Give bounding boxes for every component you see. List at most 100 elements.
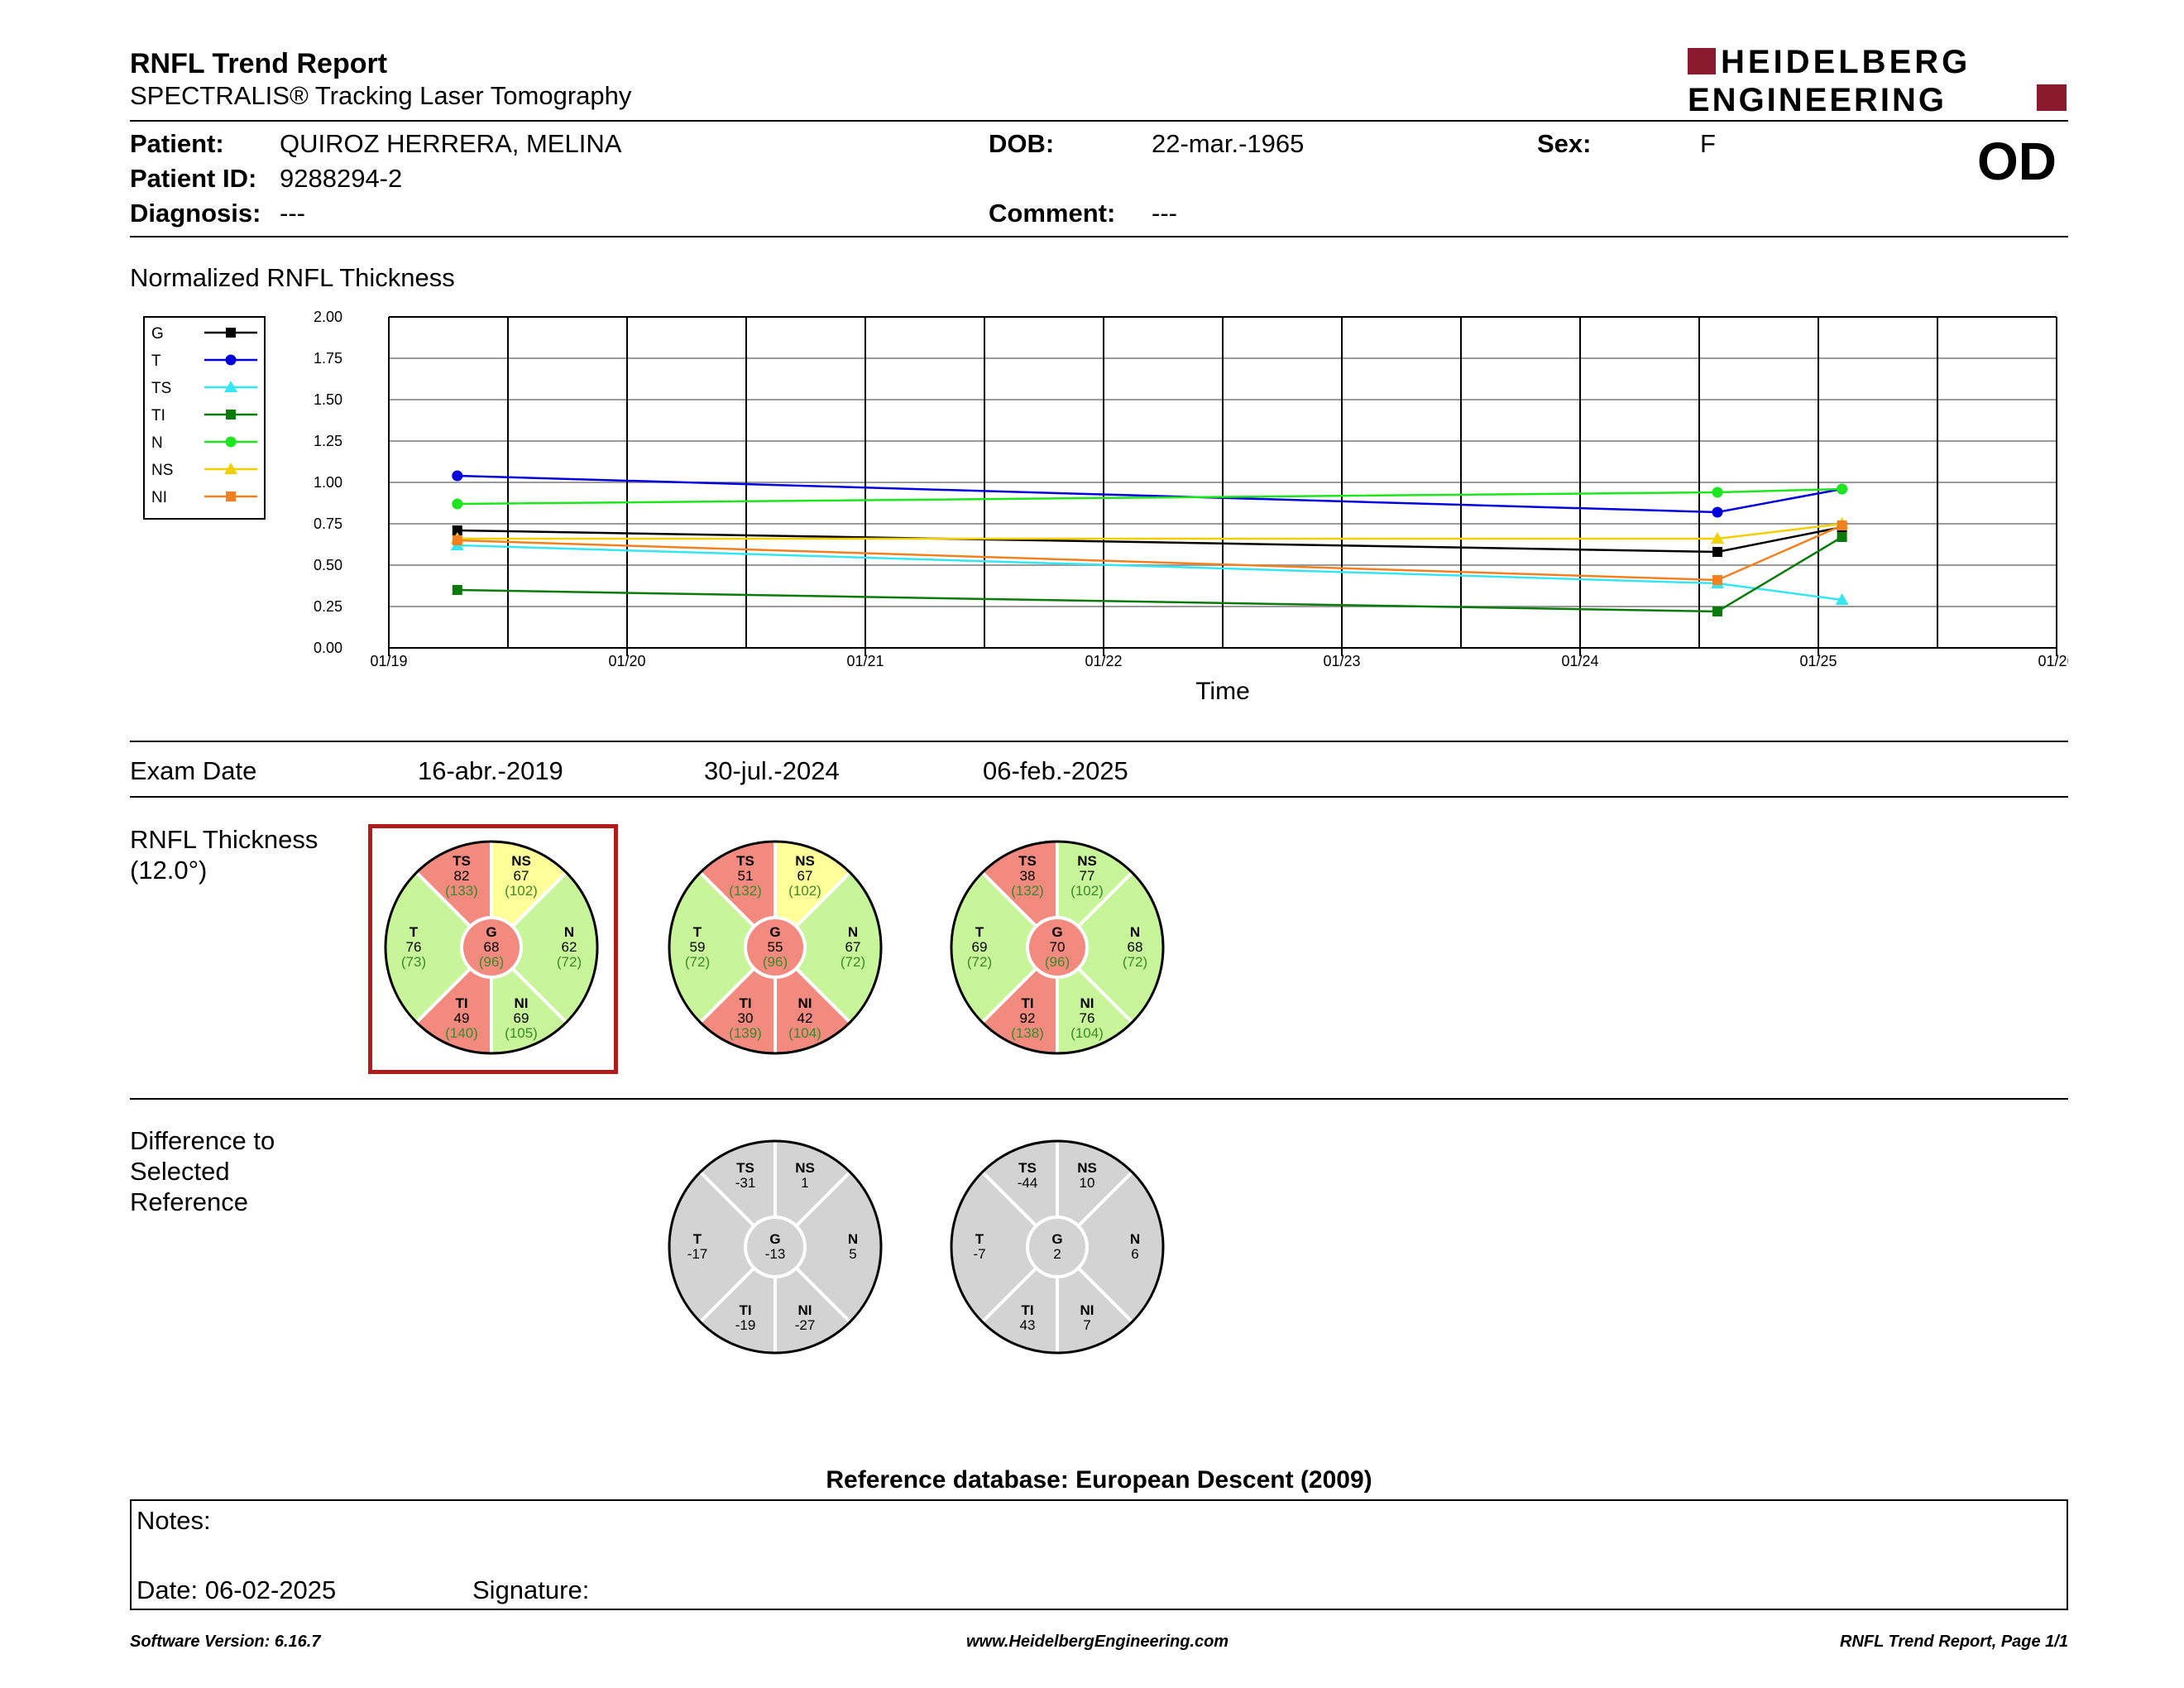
sector-n-value: 62 [562, 939, 577, 955]
data-point-n [1837, 483, 1848, 495]
sector-ti-reference: (140) [445, 1025, 478, 1041]
sector-t-value: 69 [972, 939, 988, 955]
legend-marker-ts [224, 381, 237, 392]
sector-ti-value: 92 [1020, 1010, 1036, 1026]
data-point-ni [1837, 520, 1847, 530]
software-version: Software Version: 6.16.7 [130, 1633, 321, 1651]
sector-n-label: N [1130, 1231, 1140, 1247]
data-point-ti [452, 585, 462, 595]
diagnosis-label: Diagnosis: [130, 199, 261, 228]
sector-g-reference: (96) [479, 954, 504, 970]
sector-ti-value: -19 [735, 1317, 756, 1333]
legend-label-ni: NI [151, 489, 167, 506]
center-sector-g [463, 919, 520, 976]
sector-ts [700, 1141, 775, 1247]
sector-ni-value: 7 [1083, 1317, 1090, 1333]
sector-n [775, 1172, 881, 1322]
data-point-g [1712, 547, 1723, 557]
sector-ni [775, 1247, 850, 1353]
y-tick-label: 1.50 [314, 391, 342, 408]
center-sector-g [1029, 1219, 1085, 1275]
thickness-label-line1: RNFL Thickness [130, 825, 318, 854]
sector-g-value: 2 [1053, 1246, 1061, 1262]
series-line-ti [457, 535, 1843, 613]
exam-date-2: 30-jul.-2024 [704, 756, 840, 785]
diagnosis-value: --- [280, 199, 305, 228]
sector-ts-value: -44 [1018, 1175, 1038, 1191]
eye-indicator: OD [1977, 132, 2057, 191]
sector-ni-label: NI [798, 1302, 812, 1318]
x-axis-label: Time [1195, 678, 1250, 705]
website-link[interactable]: www.HeidelbergEngineering.com [966, 1633, 1229, 1651]
center-sector-g [747, 1219, 803, 1275]
x-tick-label: 01/23 [1323, 653, 1360, 669]
chart-divider [130, 741, 2068, 742]
sector-ns-value: 1 [801, 1175, 808, 1191]
patient-id-label: Patient ID: [130, 164, 257, 193]
legend-marker-ni [226, 492, 236, 501]
series-line-ts [457, 544, 1842, 602]
logo-square-top [1688, 48, 1716, 74]
sector-t [386, 872, 491, 1023]
sector-ti-label: TI [1021, 1302, 1033, 1318]
x-tick-label: 01/25 [1799, 653, 1837, 669]
sector-g-label: G [769, 924, 780, 940]
patient-name: QUIROZ HERRERA, MELINA [280, 129, 622, 158]
sector-ns-reference: (102) [505, 883, 538, 899]
x-tick-label: 01/26 [2038, 653, 2068, 669]
patient-label: Patient: [130, 129, 224, 158]
legend-label-n: N [151, 434, 163, 452]
selected-reference-frame[interactable] [368, 824, 618, 1074]
sector-t-label: T [975, 1231, 984, 1247]
data-point-ts [1835, 593, 1849, 605]
sector-n-reference: (72) [1123, 954, 1147, 970]
exam-date-label: Exam Date [130, 756, 257, 785]
sector-g-reference: (96) [1045, 954, 1070, 970]
outer-ring [384, 840, 599, 1055]
sector-diagram: TS51(132)NS67(102)T59(72)N67(72)G55(96)T… [668, 840, 883, 1055]
sector-t [669, 872, 775, 1023]
x-tick-label: 01/19 [370, 653, 407, 669]
legend-label-t: T [151, 352, 161, 370]
legend-label-g: G [151, 325, 164, 343]
center-sector-g [747, 919, 803, 976]
sector-g-label: G [769, 1231, 780, 1247]
sector-ts-label: TS [1018, 1160, 1037, 1176]
sector-ts-label: TS [736, 1160, 754, 1176]
exam-date-3: 06-feb.-2025 [983, 756, 1128, 785]
patient-id: 9288294-2 [280, 164, 403, 193]
sector-ns-label: NS [795, 853, 815, 869]
sector-ns-value: 67 [797, 868, 813, 884]
sector-ni [1057, 947, 1133, 1053]
sector-ns-label: NS [511, 853, 531, 869]
chart-legend: G T TS TI N NS NI [143, 316, 266, 520]
sector-ni-reference: (104) [1070, 1025, 1104, 1041]
thickness-divider [130, 1098, 2068, 1100]
data-point-t [1712, 506, 1723, 518]
sector-ns [1057, 1141, 1133, 1247]
thickness-chart-3: TS 38 (132) NS 77 (102) T 69 (72) N 68 (72) G 70 (96) T… [946, 836, 1169, 1059]
sector-n [775, 872, 881, 1023]
y-tick-label: 1.00 [314, 474, 342, 491]
sector-ni [1057, 1247, 1133, 1353]
sector-ns-label: NS [1077, 853, 1097, 869]
sector-ts-reference: (132) [1011, 883, 1044, 899]
sector-ni-label: NI [515, 995, 529, 1011]
reference-database: Reference database: European Descent (20… [826, 1466, 1372, 1494]
thickness-label-line2: (12.0°) [130, 856, 208, 885]
notes-box: Notes: Date: 06-02-2025 Signature: [130, 1499, 2068, 1610]
sector-ts [982, 1141, 1057, 1247]
sector-n-label: N [848, 1231, 858, 1247]
heidelberg-logo: HEIDELBERG ENGINEERING [1688, 45, 2067, 118]
sector-ni-value: 69 [514, 1010, 529, 1026]
legend-marker-g [226, 328, 236, 338]
sector-t-value: 76 [406, 939, 422, 955]
sector-g-label: G [1051, 1231, 1062, 1247]
y-tick-label: 0.50 [314, 557, 342, 573]
y-tick-label: 0.75 [314, 516, 342, 532]
difference-label-line2: Selected [130, 1157, 230, 1186]
notes-date: Date: 06-02-2025 [136, 1575, 337, 1604]
sector-ns [1057, 842, 1133, 947]
sector-ti [700, 947, 775, 1053]
difference-label-line3: Reference [130, 1187, 249, 1216]
